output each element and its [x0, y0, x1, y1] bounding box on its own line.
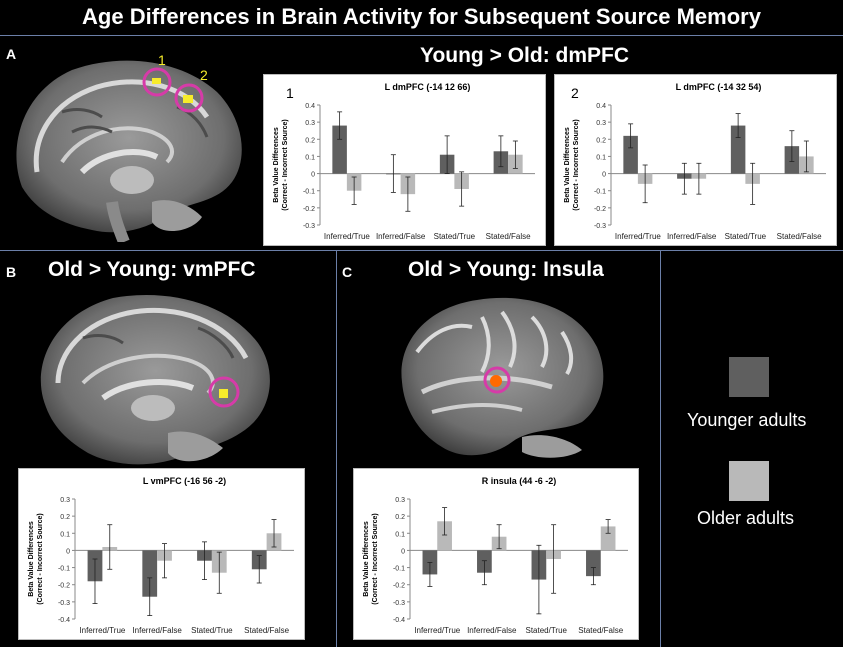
brain-image-insula	[401, 297, 604, 458]
roi-label-2: 2	[200, 67, 208, 83]
y-tick-label: -0.3	[303, 223, 315, 230]
y-axis-label: (Correct - Incorrect Source)	[372, 513, 379, 604]
chart-insula: R insula (44 -6 -2) -0.4 -0.3 -0.2 -0.1 0 0.1 0…	[353, 468, 639, 640]
y-tick-label: 0.3	[395, 497, 405, 504]
divider-top	[0, 35, 843, 36]
legend-swatch-older	[729, 461, 769, 501]
y-tick-label: -0.3	[393, 600, 405, 607]
y-tick-label: 0.1	[60, 531, 70, 538]
divider-vertical-2	[660, 251, 661, 647]
chart-panel-number: 2	[571, 85, 579, 101]
x-tick-label: Stated/True	[725, 232, 767, 241]
y-tick-label: 0.1	[596, 154, 606, 161]
y-tick-label: 0.2	[60, 514, 70, 521]
chart-title: L dmPFC (-14 32 54)	[676, 82, 762, 92]
y-tick-label: 0	[401, 548, 405, 555]
y-tick-label: -0.1	[58, 566, 70, 573]
y-tick-label: -0.1	[594, 189, 606, 196]
y-axis-label: (Correct - Incorrect Source)	[282, 119, 289, 210]
y-tick-label: -0.2	[393, 583, 405, 590]
bar	[437, 521, 452, 551]
legend-label-older: Older adults	[697, 508, 795, 528]
bar	[730, 125, 746, 174]
x-tick-label: Stated/True	[525, 626, 567, 635]
panel-b-heading: Old > Young: vmPFC	[48, 258, 256, 281]
y-tick-label: 0.1	[305, 154, 315, 161]
x-tick-label: Stated/True	[191, 626, 233, 635]
panel-c-heading: Old > Young: Insula	[408, 258, 604, 281]
y-tick-label: 0	[66, 548, 70, 555]
x-tick-label: Stated/False	[578, 626, 623, 635]
x-tick-label: Stated/True	[434, 232, 476, 241]
chart-vmpfc: L vmPFC (-16 56 -2) -0.4 -0.3 -0.2 -0.1 0 0.1 0…	[18, 468, 305, 640]
y-tick-label: 0	[602, 172, 606, 179]
y-axis-label: Beta Value Differences	[564, 127, 571, 203]
x-tick-label: Inferred/True	[615, 232, 661, 241]
y-axis-label: (Correct - Incorrect Source)	[573, 119, 580, 210]
y-tick-label: -0.3	[594, 223, 606, 230]
y-axis-label: Beta Value Differences	[273, 127, 280, 203]
chart-dmpfc-2: 2 L dmPFC (-14 32 54) -0.3 -0.2 -0.1 0 0.1 0.2…	[554, 74, 837, 246]
y-tick-label: 0.3	[305, 120, 315, 127]
y-axis-label: Beta Value Differences	[28, 521, 35, 597]
bar	[332, 125, 347, 174]
panel-b-letter: B	[6, 264, 17, 280]
x-tick-label: Stated/False	[244, 626, 289, 635]
y-tick-label: -0.1	[303, 189, 315, 196]
panel-a-letter: A	[6, 46, 17, 62]
bar	[142, 550, 158, 597]
chart-panel-number: 1	[286, 85, 294, 101]
legend-swatch-younger	[729, 357, 769, 397]
chart-title: R insula (44 -6 -2)	[482, 476, 557, 486]
y-tick-label: 0	[311, 172, 315, 179]
brain-image-vmpfc	[40, 295, 270, 465]
roi-label-1: 1	[158, 52, 166, 68]
x-tick-label: Inferred/True	[79, 626, 125, 635]
y-tick-label: 0.3	[596, 120, 606, 127]
divider-vertical-1	[336, 251, 337, 647]
y-tick-label: -0.2	[58, 583, 70, 590]
brain-image-dmpfc: 1 2	[16, 52, 242, 242]
x-tick-label: Inferred/False	[132, 626, 182, 635]
chart-title: L vmPFC (-16 56 -2)	[143, 476, 226, 486]
y-tick-label: 0.3	[60, 497, 70, 504]
x-tick-label: Inferred/False	[467, 626, 517, 635]
panel-a-heading: Young > Old: dmPFC	[420, 44, 630, 67]
figure-title: Age Differences in Brain Activity for Su…	[82, 4, 761, 29]
y-tick-label: 0.2	[395, 514, 405, 521]
divider-middle	[0, 250, 843, 251]
y-tick-label: -0.1	[393, 566, 405, 573]
y-tick-label: -0.4	[58, 617, 70, 624]
chart-title: L dmPFC (-14 12 66)	[385, 82, 471, 92]
y-tick-label: -0.3	[58, 600, 70, 607]
bar	[586, 550, 601, 577]
y-tick-label: 0.2	[596, 137, 606, 144]
x-tick-label: Stated/False	[486, 232, 531, 241]
x-tick-label: Inferred/False	[376, 232, 426, 241]
y-axis-label: Beta Value Differences	[363, 521, 370, 597]
y-tick-label: 0.4	[596, 103, 606, 110]
y-tick-label: -0.2	[594, 206, 606, 213]
bar	[600, 526, 616, 551]
x-tick-label: Inferred/True	[324, 232, 370, 241]
legend-label-younger: Younger adults	[687, 410, 807, 430]
y-tick-label: 0.1	[395, 531, 405, 538]
y-tick-label: 0.2	[305, 137, 315, 144]
x-tick-label: Inferred/False	[667, 232, 717, 241]
bar	[623, 135, 638, 174]
y-tick-label: -0.4	[393, 617, 405, 624]
x-tick-label: Stated/False	[777, 232, 822, 241]
y-tick-label: 0.4	[305, 103, 315, 110]
panel-c-letter: C	[342, 264, 353, 280]
chart-dmpfc-1: 1 L dmPFC (-14 12 66) -0.3 -0.2 -0.1 0 0.1 0.2…	[263, 74, 546, 246]
y-tick-label: -0.2	[303, 206, 315, 213]
y-axis-label: (Correct - Incorrect Source)	[37, 513, 44, 604]
x-tick-label: Inferred/True	[414, 626, 460, 635]
